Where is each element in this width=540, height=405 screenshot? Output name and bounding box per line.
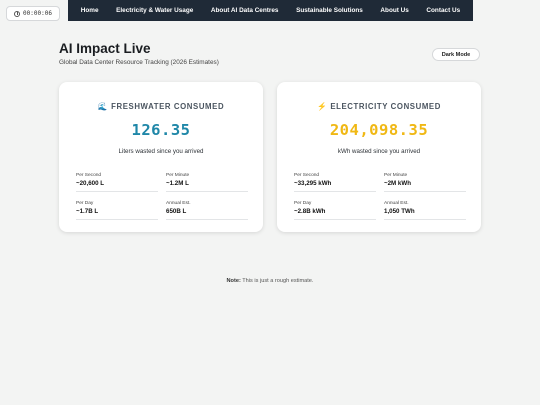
nav-contact-us[interactable]: Contact Us (426, 7, 461, 14)
nav-about-us[interactable]: About Us (380, 7, 409, 14)
electricity-counter: 204,098.35 (329, 121, 429, 139)
stat-label: Per Second (76, 173, 102, 178)
nav-sustainable-solutions[interactable]: Sustainable Solutions (296, 7, 363, 14)
nav-about-ai-data-centres[interactable]: About AI Data Centres (210, 7, 279, 14)
page-subtitle: Global Data Center Resource Tracking (20… (59, 59, 219, 66)
electricity-caption: kWh wasted since you arrived (337, 148, 421, 155)
freshwater-card: 🌊 FRESHWATER CONSUMED 126.35 Liters waste… (59, 82, 263, 232)
stat-per-day: Per Day ~2.8B kWh (294, 200, 376, 220)
stat-value: ~1.2M L (166, 180, 189, 187)
page-title: AI Impact Live (59, 41, 151, 56)
stat-label: Per Second (294, 173, 320, 178)
session-timer: 00:00:06 (6, 6, 60, 21)
stat-per-minute: Per Minute ~2M kWh (384, 172, 466, 192)
lightning-icon: ⚡ (317, 102, 328, 111)
freshwater-heading-label: FRESHWATER CONSUMED (111, 102, 225, 111)
top-navigation: Home Electricity & Water Usage About AI … (68, 0, 473, 21)
stat-per-second: Per Second ~33,295 kWh (294, 172, 376, 192)
timer-value: 00:00:06 (23, 10, 52, 17)
stat-per-second: Per Second ~20,600 L (76, 172, 158, 192)
wave-icon: 🌊 (97, 102, 109, 111)
note-label: Note: (226, 278, 241, 284)
stat-annual: Annual Est. 650B L (166, 200, 248, 220)
freshwater-counter: 126.35 (131, 121, 191, 139)
stat-label: Annual Est. (384, 201, 409, 206)
stat-label: Per Day (294, 201, 312, 206)
stat-value: ~33,295 kWh (294, 180, 332, 187)
stat-value: ~2.8B kWh (294, 208, 326, 215)
stat-label: Per Day (76, 201, 94, 206)
stat-value: ~1.7B L (76, 208, 99, 215)
freshwater-stats: Per Second ~20,600 L Per Minute ~1.2M L … (76, 172, 248, 220)
stat-annual: Annual Est. 1,050 TWh (384, 200, 466, 220)
electricity-stats: Per Second ~33,295 kWh Per Minute ~2M kW… (294, 172, 466, 220)
electricity-card: ⚡ ELECTRICITY CONSUMED 204,098.35 kWh was… (277, 82, 481, 232)
electricity-heading-label: ELECTRICITY CONSUMED (330, 102, 441, 111)
nav-electricity-water-usage[interactable]: Electricity & Water Usage (116, 7, 194, 14)
stat-value: 650B L (166, 208, 187, 215)
freshwater-caption: Liters wasted since you arrived (118, 148, 204, 155)
electricity-heading: ⚡ ELECTRICITY CONSUMED (277, 102, 481, 111)
stat-label: Per Minute (166, 173, 190, 178)
stat-value: 1,050 TWh (384, 208, 415, 215)
stat-label: Per Minute (384, 173, 408, 178)
freshwater-heading: 🌊 FRESHWATER CONSUMED (59, 102, 263, 111)
stat-value: ~20,600 L (76, 180, 105, 187)
stat-value: ~2M kWh (384, 180, 411, 187)
nav-home[interactable]: Home (80, 7, 99, 14)
dark-mode-button[interactable]: Dark Mode (432, 48, 480, 61)
estimate-note: Note: This is just a rough estimate. (0, 278, 540, 284)
stat-per-day: Per Day ~1.7B L (76, 200, 158, 220)
note-text: This is just a rough estimate. (242, 278, 314, 284)
clock-icon (14, 10, 21, 17)
stat-label: Annual Est. (166, 201, 191, 206)
stat-per-minute: Per Minute ~1.2M L (166, 172, 248, 192)
